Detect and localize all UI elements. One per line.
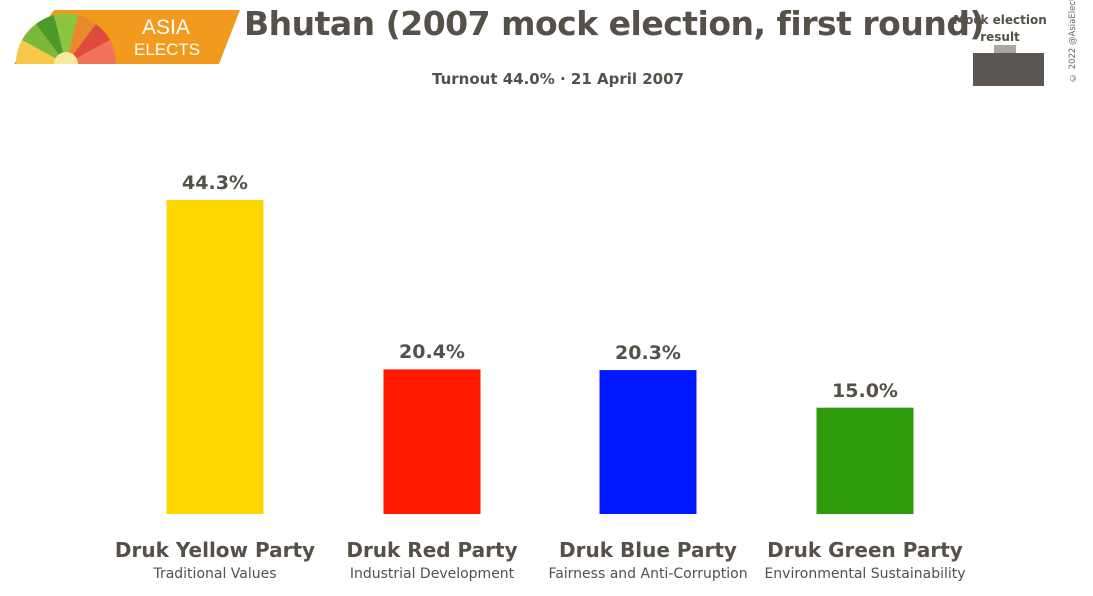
category-description-3: Environmental Sustainability: [764, 566, 966, 582]
bar-0: [166, 200, 264, 514]
value-label-1: 20.4%: [399, 341, 465, 364]
category-description-1: Industrial Development: [349, 566, 515, 582]
value-label-3: 15.0%: [832, 379, 898, 402]
category-label-1: Druk Red Party: [346, 538, 518, 562]
category-description-2: Fairness and Anti-Corruption: [548, 566, 748, 582]
bar-2: [599, 370, 697, 514]
sunburst-icon: [15, 13, 117, 64]
category-label-2: Druk Blue Party: [559, 538, 737, 562]
logo-text-bottom: ELECTS: [134, 40, 200, 59]
category-label-3: Druk Green Party: [767, 538, 963, 562]
bar-1: [383, 369, 481, 514]
category-description-0: Traditional Values: [153, 566, 277, 582]
chart-subtitle: Turnout 44.0% · 21 April 2007: [432, 70, 684, 88]
value-label-0: 44.3%: [182, 172, 248, 194]
legend-label: Mock election result: [953, 13, 1047, 44]
legend-swatch-front: [973, 53, 1044, 86]
category-label-0: Druk Yellow Party: [114, 538, 316, 562]
logo-text-top: ASIA: [142, 16, 190, 39]
value-label-2: 20.3%: [615, 342, 681, 365]
bar-3: [816, 407, 914, 514]
legend: Mock election result: [950, 10, 1070, 90]
asia-elects-logo: ASIA ELECTS: [14, 10, 240, 64]
